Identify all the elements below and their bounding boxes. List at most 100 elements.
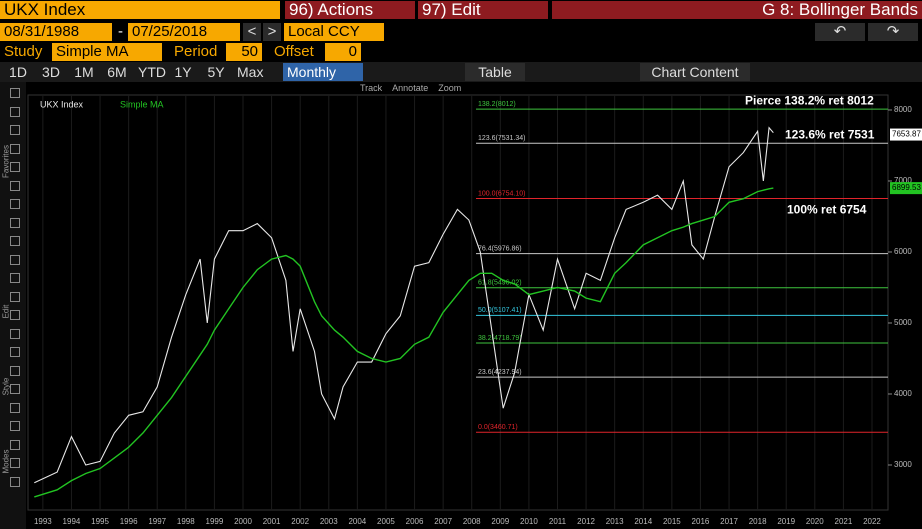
side-icon[interactable] [10,236,20,246]
side-icon[interactable] [10,199,20,209]
side-icon[interactable] [10,458,20,468]
offset-input[interactable]: 0 [325,43,361,61]
side-icon[interactable] [10,180,20,191]
side-icon[interactable] [10,217,20,228]
x-tick-label: 2022 [863,517,881,526]
date-bar: 08/31/1988 - 07/25/2018 < > Local CCY ↶ … [0,22,922,42]
side-icon[interactable] [10,291,20,302]
offset-label: Offset [274,43,314,60]
actions-menu[interactable]: 96) Actions [285,1,415,19]
range-button[interactable]: 6M [107,64,127,80]
chart-content-button[interactable]: Chart Content [640,63,750,81]
frequency-select[interactable]: Monthly [283,63,363,81]
x-tick-label: 2002 [291,517,309,526]
prev-button[interactable]: < [243,23,261,41]
x-tick-label: 2008 [463,517,481,526]
side-toolbar: Favorites Edit Style Modes [0,82,26,529]
period-label: Period [174,43,218,60]
legend-entry: Simple MA [120,99,164,109]
ticker[interactable]: UKX Index [0,1,280,19]
price-tag-label: 6899.53 [892,183,921,192]
chart-tool[interactable]: Annotate [392,83,429,93]
range-button[interactable]: 3D [42,64,60,80]
period-input[interactable]: 50 [226,43,262,61]
start-date[interactable]: 08/31/1988 [0,23,112,41]
chart: 1993 1994 1995 1996 1997 1998 1999 2000 2001 2002… [27,93,922,526]
series-line [34,126,774,484]
x-tick-label: 2004 [348,517,366,526]
x-tick-label: 2003 [320,517,338,526]
side-icon[interactable] [10,402,20,413]
study-select[interactable]: Simple MA [52,43,162,61]
title-bar: UKX Index 96) Actions 97) Edit G 8: Boll… [0,0,922,20]
annotation: 123.6% ret 7531 [785,127,875,141]
x-tick-label: 1996 [120,517,138,526]
side-icon[interactable] [10,384,20,394]
range-button[interactable]: 1Y [174,64,192,80]
study-title: G 8: Bollinger Bands [552,1,922,19]
y-tick-label: 6000 [894,247,912,256]
side-icon[interactable] [10,328,20,339]
currency[interactable]: Local CCY [284,23,384,41]
table-button[interactable]: Table [465,63,525,81]
x-tick-label: 2020 [806,517,824,526]
chart-tool[interactable]: Zoom [438,83,462,93]
fib-label: 61.8(5496.02) [478,280,522,287]
annotation: Pierce 138.2% ret 8012 [745,93,874,107]
dash: - [118,23,123,40]
x-tick-label: 2009 [491,517,509,526]
side-icon[interactable] [10,254,20,265]
x-tick-label: 2006 [406,517,424,526]
side-icon[interactable] [10,143,20,154]
side-icon[interactable] [10,273,20,283]
chart-tool[interactable]: Track [360,83,383,93]
edit-menu[interactable]: 97) Edit [418,1,548,19]
x-tick-label: 2010 [520,517,538,526]
y-tick-label: 4000 [894,389,912,398]
legend-entry: UKX Index [40,99,84,109]
x-tick-label: 2017 [720,517,738,526]
side-icon[interactable] [10,125,20,135]
range-button[interactable]: YTD [138,64,166,80]
side-icon[interactable] [10,365,20,376]
fib-label: 0.0(3460.71) [478,424,518,431]
side-icon[interactable] [10,310,20,320]
x-tick-label: 2001 [263,517,281,526]
redo-button[interactable]: ↷ [868,23,918,41]
y-tick-label: 3000 [894,460,912,469]
annotation: 100% ret 6754 [787,203,867,217]
x-tick-label: 1997 [148,517,166,526]
next-button[interactable]: > [263,23,281,41]
x-tick-label: 2014 [634,517,652,526]
fib-label: 138.2(8012) [478,101,516,108]
x-tick-label: 2021 [835,517,853,526]
x-tick-label: 2011 [549,517,567,526]
x-tick-label: 1998 [177,517,195,526]
range-bar: Monthly Table Chart Content 1D 3D 1M 6M YTD 1… [0,62,922,82]
range-button[interactable]: 5Y [207,64,225,80]
side-icon[interactable] [10,106,20,117]
side-icon[interactable] [10,476,20,487]
price-tag-label: 7653.87 [892,130,921,139]
side-icon[interactable] [10,347,20,357]
side-icon[interactable] [10,88,20,98]
side-icon[interactable] [10,162,20,172]
end-date[interactable]: 07/25/2018 [128,23,240,41]
plot-area [27,94,889,511]
y-tick-label: 7000 [894,176,912,185]
study-bar: Study Simple MA Period 50 Offset 0 [0,42,922,62]
x-tick-label: 2015 [663,517,681,526]
x-tick-label: 2005 [377,517,395,526]
x-tick-label: 1999 [206,517,224,526]
side-icon[interactable] [10,439,20,450]
range-button[interactable]: 1D [9,64,27,80]
undo-button[interactable]: ↶ [815,23,865,41]
range-button[interactable]: Max [237,64,264,80]
x-tick-label: 1994 [63,517,81,526]
chart-tools: Track Annotate Zoom [360,83,471,95]
range-button[interactable]: 1M [74,64,94,80]
side-icon[interactable] [10,421,20,431]
price-tag [890,182,922,195]
x-tick-label: 1993 [34,517,52,526]
